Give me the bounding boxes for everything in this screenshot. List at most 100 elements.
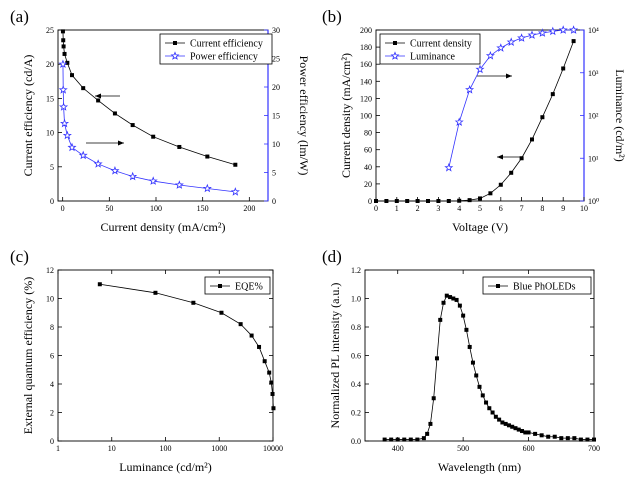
legend-label: Power efficiency: [190, 52, 258, 63]
data-point: [444, 162, 454, 172]
data-point: [526, 430, 531, 435]
y-tick-label: 25: [46, 26, 54, 35]
data-point: [405, 199, 410, 203]
panel-label: (d): [322, 247, 342, 266]
data-point: [110, 166, 120, 175]
data-point: [506, 423, 511, 428]
data-point: [569, 25, 579, 34]
y-tick-label: 0: [50, 437, 54, 446]
data-point: [480, 393, 485, 398]
legend-marker: [390, 51, 400, 60]
data-point: [539, 433, 544, 438]
data-point: [464, 327, 469, 332]
data-point: [60, 29, 65, 34]
data-point: [97, 282, 102, 287]
series-line-1: [99, 283, 274, 409]
y-tick-label: 6: [50, 352, 54, 361]
data-point: [533, 431, 538, 436]
legend-label: Blue PhOLEDs: [513, 282, 576, 293]
data-point: [425, 431, 430, 436]
data-point: [436, 199, 441, 203]
panel-b: (b)0 1 2 3 4 5 6 7 8 9 100204060801001201401601802…: [322, 7, 627, 234]
x-axis-title: Wavelength (nm): [438, 460, 521, 474]
x-tick-label: 0: [61, 204, 65, 213]
data-point: [487, 406, 492, 411]
data-point: [478, 196, 482, 201]
data-point: [503, 421, 508, 426]
y2-axis-title: Power efficiency (lm/W): [297, 56, 311, 176]
y-tick-label: 180: [360, 43, 372, 52]
data-point: [394, 199, 399, 203]
panel-label: (a): [10, 7, 29, 26]
data-point: [498, 182, 503, 187]
legend-box: [482, 276, 592, 295]
x-tick-label: 9: [561, 204, 565, 213]
data-point: [496, 43, 506, 52]
data-point: [474, 373, 479, 378]
data-point: [561, 66, 566, 71]
legend-label: Luminance: [410, 52, 456, 63]
data-point: [267, 370, 272, 375]
data-point: [96, 98, 101, 103]
y-tick-label: 100: [360, 112, 372, 121]
data-point: [389, 437, 394, 442]
data-point: [457, 198, 462, 203]
data-point: [540, 115, 545, 120]
data-point: [477, 384, 482, 389]
x-tick-label: 4: [457, 204, 461, 213]
data-point: [465, 85, 475, 94]
y-tick-label: 20: [46, 60, 54, 69]
legend-label: Current efficiency: [190, 39, 263, 50]
data-point: [530, 137, 534, 142]
data-point: [552, 434, 557, 439]
x-tick-label: 8: [540, 204, 544, 213]
y-tick-label: 160: [360, 60, 372, 69]
y2-tick-label: 10⁰: [588, 197, 599, 206]
data-point: [202, 183, 212, 193]
data-point: [578, 437, 583, 442]
y-tick-label: 200: [360, 26, 372, 35]
data-point: [585, 437, 590, 442]
data-point: [233, 162, 238, 167]
x-tick-label: 700: [588, 444, 600, 453]
panel-label: (c): [10, 247, 29, 266]
data-point: [523, 430, 528, 435]
x-tick-label: 10000: [263, 444, 283, 453]
y-tick-label: 12: [46, 266, 54, 275]
legend-marker: [218, 284, 222, 288]
data-point: [374, 199, 378, 203]
data-point: [559, 436, 564, 441]
data-point: [58, 85, 68, 94]
series-line-1: [376, 40, 574, 202]
data-point: [60, 118, 70, 128]
x-tick-label: 2: [416, 204, 420, 213]
data-point: [484, 400, 489, 405]
y-tick-label: 120: [360, 94, 372, 103]
data-point: [461, 313, 466, 318]
legend-marker: [170, 51, 180, 60]
data-point: [62, 130, 72, 140]
data-point: [454, 297, 459, 302]
x-tick-label: 200: [243, 204, 255, 213]
x-tick-label: 100: [150, 204, 162, 213]
y-tick-label: 5: [50, 163, 54, 172]
y2-tick-label: 0: [272, 197, 276, 206]
data-point: [527, 30, 537, 39]
data-point: [61, 44, 66, 49]
data-point: [151, 134, 156, 139]
y-tick-label: 60: [364, 146, 372, 155]
data-point: [205, 154, 210, 159]
data-point: [467, 344, 472, 349]
legend-marker: [496, 284, 500, 288]
data-point: [78, 150, 88, 160]
data-point: [177, 144, 182, 149]
data-point: [269, 380, 274, 385]
data-point: [488, 191, 493, 196]
x-tick-label: 5: [478, 204, 482, 213]
y-tick-label: 4: [50, 380, 54, 389]
y2-tick-label: 20: [272, 83, 280, 92]
x-tick-label: 1000: [211, 444, 227, 453]
x-tick-label: 1: [56, 444, 60, 453]
data-point: [402, 437, 407, 442]
data-point: [510, 424, 515, 429]
